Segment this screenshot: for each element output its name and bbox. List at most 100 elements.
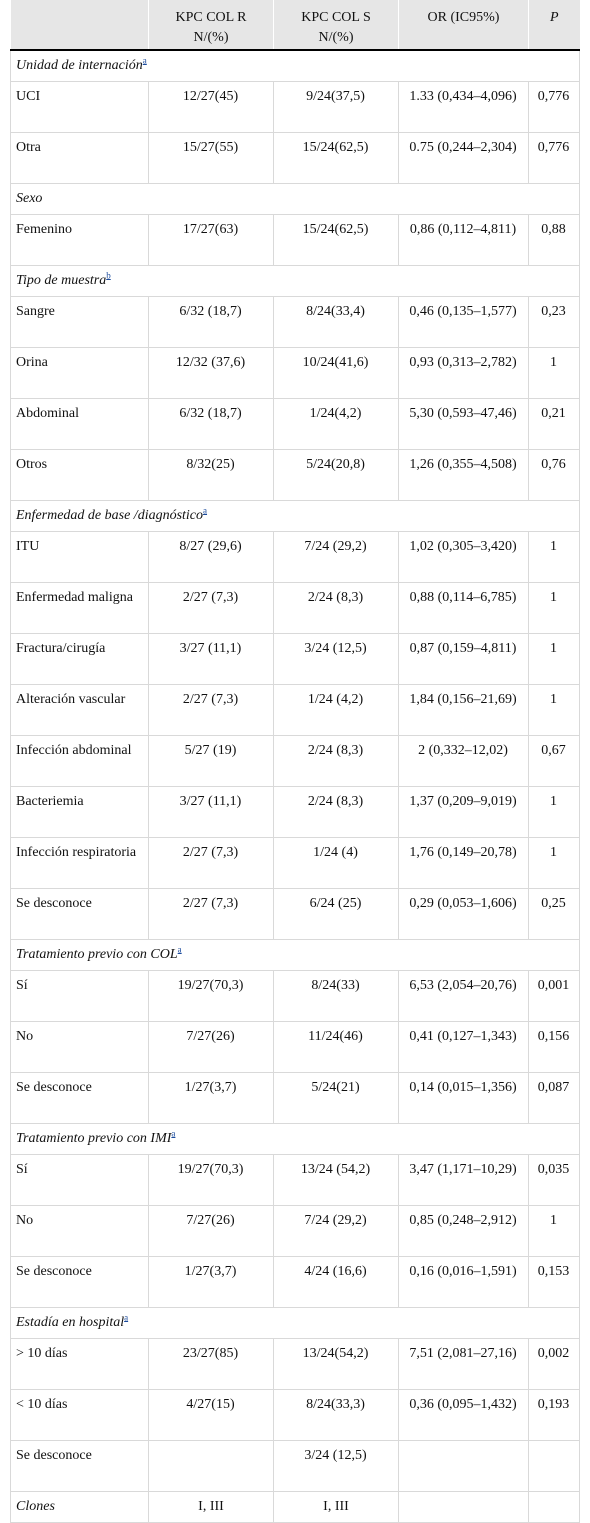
kpc-col-s-value: 13/24(54,2) [273, 1338, 399, 1390]
p-value: 1 [528, 684, 580, 736]
row-label: Se desconoce [10, 1072, 149, 1124]
p-value [528, 1440, 580, 1492]
section-title: Unidad de internación [16, 58, 143, 73]
header-p-value: P [528, 0, 580, 51]
kpc-col-r-value: 12/27(45) [148, 81, 274, 133]
odds-ratio-value: 0,93 (0,313–2,782) [398, 347, 529, 399]
odds-ratio-value: 0,87 (0,159–4,811) [398, 633, 529, 685]
p-value: 0,25 [528, 888, 580, 940]
kpc-col-s-value: 4/24 (16,6) [273, 1256, 399, 1308]
table-row: Se desconoce 1/27(3,7) 5/24(21) 0,14 (0,015… [10, 1072, 580, 1124]
kpc-col-s-value: 13/24 (54,2) [273, 1154, 399, 1206]
table-row: Femenino 17/27(63) 15/24(62,5) 0,86 (0,112–… [10, 214, 580, 266]
table-row: > 10 días 23/27(85) 13/24(54,2) 7,51 (2,081… [10, 1338, 580, 1390]
kpc-col-s-value: 2/24 (8,3) [273, 735, 399, 787]
p-value: 1 [528, 786, 580, 838]
table-row: Sí 19/27(70,3) 8/24(33) 6,53 (2,054–20,76) 0… [10, 970, 580, 1022]
section-title: Sexo [16, 191, 43, 206]
p-value: 0,156 [528, 1021, 580, 1073]
footnote-link[interactable]: b [106, 270, 111, 281]
row-label: No [10, 1021, 149, 1073]
odds-ratio-value: 1,26 (0,355–4,508) [398, 449, 529, 501]
row-label: Enfermedad maligna [10, 582, 149, 634]
p-value: 0,193 [528, 1389, 580, 1441]
p-value: 0,23 [528, 296, 580, 348]
row-label: Sangre [10, 296, 149, 348]
kpc-col-r-value: 19/27(70,3) [148, 1154, 274, 1206]
odds-ratio-value: 3,47 (1,171–10,29) [398, 1154, 529, 1206]
row-label: Fractura/cirugía [10, 633, 149, 685]
odds-ratio-value: 0,29 (0,053–1,606) [398, 888, 529, 940]
p-value: 0,002 [528, 1338, 580, 1390]
section-title: Tipo de muestra [16, 273, 107, 288]
odds-ratio-value: 6,53 (2,054–20,76) [398, 970, 529, 1022]
footnote-link[interactable]: a [124, 1312, 129, 1323]
kpc-col-r-value: 23/27(85) [148, 1338, 274, 1390]
p-value: 0,776 [528, 132, 580, 184]
footnote-link[interactable]: a [203, 505, 208, 516]
clones-or-empty [398, 1491, 529, 1523]
p-value: 0,035 [528, 1154, 580, 1206]
section-row: Tipo de muestrab [10, 265, 580, 297]
row-label: No [10, 1205, 149, 1257]
kpc-col-r-value: 6/32 (18,7) [148, 296, 274, 348]
section-heading: Sexo [10, 183, 580, 215]
kpc-col-s-value: 9/24(37,5) [273, 81, 399, 133]
header-row: KPC COL R N/(%) KPC COL S N/(%) OR (IC95%)… [10, 0, 580, 51]
kpc-col-r-value: 12/32 (37,6) [148, 347, 274, 399]
clones-row: Clones I, III I, III [10, 1491, 580, 1523]
kpc-col-s-value: 8/24(33) [273, 970, 399, 1022]
section-heading: Tratamiento previo con IMIa [10, 1123, 580, 1155]
kpc-col-r-value: 7/27(26) [148, 1021, 274, 1073]
header-kpc-col-r: KPC COL R N/(%) [148, 0, 274, 51]
odds-ratio-value: 7,51 (2,081–27,16) [398, 1338, 529, 1390]
section-row: Tratamiento previo con COLa [10, 939, 580, 971]
section-row: Enfermedad de base /diagnósticoa [10, 500, 580, 532]
footnote-link[interactable]: a [177, 944, 182, 955]
kpc-col-s-value: 10/24(41,6) [273, 347, 399, 399]
section-row: Estadía en hospitala [10, 1307, 580, 1339]
kpc-col-s-value: 2/24 (8,3) [273, 582, 399, 634]
p-value: 0,776 [528, 81, 580, 133]
table-row: Infección abdominal 5/27 (19) 2/24 (8,3) 2 … [10, 735, 580, 787]
section-heading: Estadía en hospitala [10, 1307, 580, 1339]
kpc-col-r-value: 2/27 (7,3) [148, 837, 274, 889]
kpc-col-r-value: 15/27(55) [148, 132, 274, 184]
footnote-link[interactable]: a [142, 55, 147, 66]
kpc-col-s-value: 1/24 (4,2) [273, 684, 399, 736]
p-value: 0,001 [528, 970, 580, 1022]
odds-ratio-value: 0,46 (0,135–1,577) [398, 296, 529, 348]
kpc-col-r-value: 3/27 (11,1) [148, 786, 274, 838]
row-label: Se desconoce [10, 1256, 149, 1308]
section-heading: Tratamiento previo con COLa [10, 939, 580, 971]
odds-ratio-value: 0,85 (0,248–2,912) [398, 1205, 529, 1257]
row-label: Bacteriemia [10, 786, 149, 838]
kpc-col-r-value: 5/27 (19) [148, 735, 274, 787]
footnote-link[interactable]: a [171, 1128, 176, 1139]
odds-ratio-value: 0,88 (0,114–6,785) [398, 582, 529, 634]
kpc-col-s-value: 5/24(21) [273, 1072, 399, 1124]
table-row: ITU 8/27 (29,6) 7/24 (29,2) 1,02 (0,305–3,4… [10, 531, 580, 583]
row-label: UCI [10, 81, 149, 133]
section-title: Tratamiento previo con IMI [16, 1131, 172, 1146]
row-label: Infección abdominal [10, 735, 149, 787]
kpc-col-r-value: 2/27 (7,3) [148, 684, 274, 736]
kpc-col-r-value: 1/27(3,7) [148, 1072, 274, 1124]
kpc-col-s-value: 11/24(46) [273, 1021, 399, 1073]
p-value: 0,087 [528, 1072, 580, 1124]
kpc-col-s-value: 5/24(20,8) [273, 449, 399, 501]
odds-ratio-value: 1,02 (0,305–3,420) [398, 531, 529, 583]
odds-ratio-value: 1,84 (0,156–21,69) [398, 684, 529, 736]
row-label: Otra [10, 132, 149, 184]
table-row: < 10 días 4/27(15) 8/24(33,3) 0,36 (0,095–1… [10, 1389, 580, 1441]
odds-ratio-value [398, 1440, 529, 1492]
table-row: Se desconoce 1/27(3,7) 4/24 (16,6) 0,16 (0,… [10, 1256, 580, 1308]
kpc-col-s-value: 15/24(62,5) [273, 214, 399, 266]
section-row: Sexo [10, 183, 580, 215]
clones-s-value: I, III [273, 1491, 399, 1523]
table-row: No 7/27(26) 7/24 (29,2) 0,85 (0,248–2,912) 1 [10, 1205, 580, 1257]
kpc-col-s-value: 7/24 (29,2) [273, 531, 399, 583]
table-row: UCI 12/27(45) 9/24(37,5) 1.33 (0,434–4,096)… [10, 81, 580, 133]
row-label: Otros [10, 449, 149, 501]
row-label: Infección respiratoria [10, 837, 149, 889]
